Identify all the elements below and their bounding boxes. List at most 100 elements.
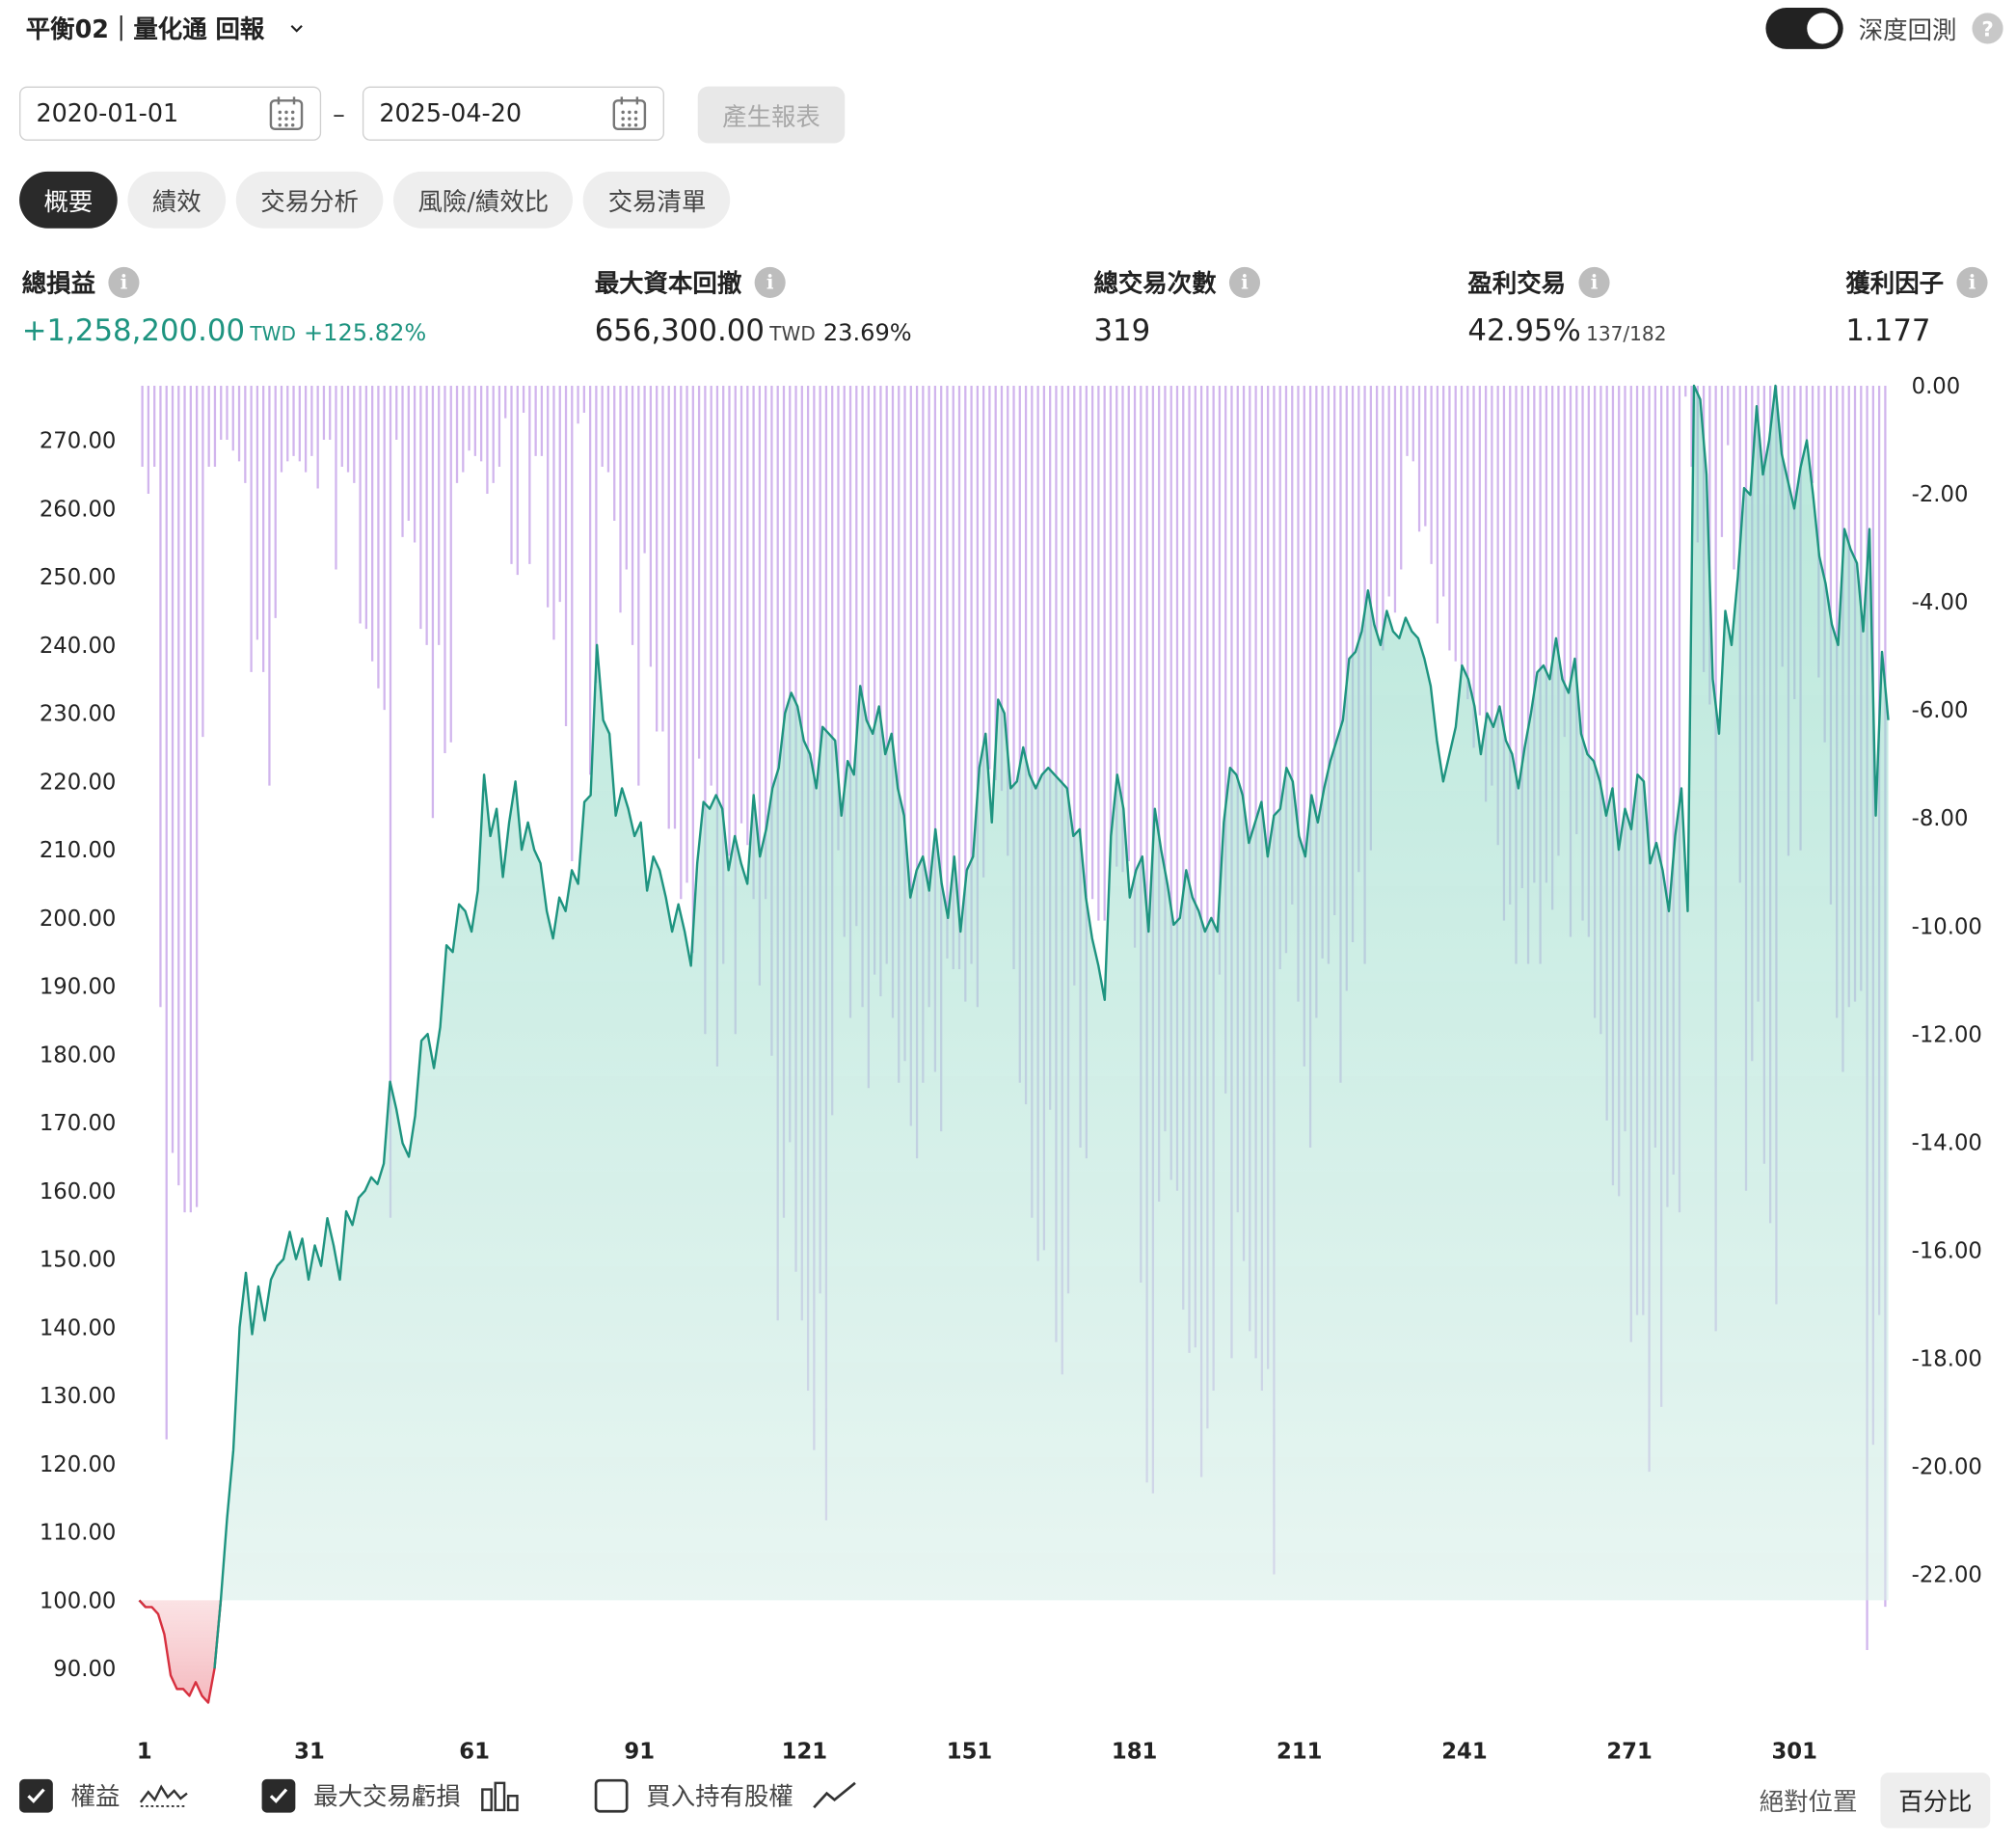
mode-percent[interactable]: 百分比 — [1880, 1773, 1991, 1828]
bar-chart-icon — [481, 1780, 519, 1811]
metric-detail: 137/182 — [1586, 322, 1667, 346]
end-date-value: 2025-04-20 — [379, 99, 523, 128]
calendar-icon[interactable] — [611, 95, 647, 131]
line-chart-icon — [813, 1781, 856, 1808]
tab-performance[interactable]: 績效 — [127, 171, 227, 229]
metric-total-pnl: 總損益 i +1,258,200.00 TWD +125.82% — [21, 264, 426, 349]
metric-value: 319 — [1093, 314, 1151, 349]
y-right-tick-label: -14.00 — [1912, 1130, 1982, 1155]
calendar-icon[interactable] — [268, 95, 304, 131]
date-separator: – — [333, 100, 345, 129]
display-mode-switch: 絕對位置 百分比 — [1760, 1773, 1991, 1828]
y-right-tick-label: 0.00 — [1912, 374, 1961, 399]
info-icon[interactable]: i — [754, 266, 786, 298]
metric-unit: TWD — [769, 322, 816, 346]
y-right-tick-label: -22.00 — [1912, 1563, 1982, 1588]
y-right-tick-label: -6.00 — [1912, 698, 1969, 723]
mode-absolute[interactable]: 絕對位置 — [1759, 1788, 1858, 1817]
x-tick-label: 121 — [782, 1739, 827, 1764]
metric-max-drawdown: 最大資本回撤 i 656,300.00 TWD 23.69% — [595, 264, 912, 348]
report-title[interactable]: 平衡02｜量化通 回報 — [26, 11, 304, 45]
checkbox-checked[interactable] — [19, 1778, 53, 1812]
y-right-tick-label: -16.00 — [1912, 1238, 1982, 1263]
x-tick-label: 31 — [294, 1739, 325, 1764]
tab-trade-analysis[interactable]: 交易分析 — [235, 171, 384, 229]
y-tick-label: 220.00 — [40, 770, 117, 795]
y-axis-left: 90.00 100.00 110.00 120.00 130.00 140.00 150.0… — [40, 429, 117, 1683]
equity-line-segment — [138, 1599, 223, 1704]
y-right-tick-label: -2.00 — [1912, 482, 1969, 507]
y-tick-label: 210.00 — [40, 838, 117, 863]
y-tick-label: 170.00 — [40, 1111, 117, 1136]
info-icon[interactable]: i — [108, 266, 140, 298]
y-right-tick-label: -18.00 — [1912, 1346, 1982, 1371]
y-tick-label: 230.00 — [40, 702, 117, 727]
x-tick-label: 241 — [1441, 1739, 1487, 1764]
info-icon[interactable]: i — [1956, 266, 1988, 298]
y-tick-label: 150.00 — [40, 1248, 117, 1273]
metric-label: 總交易次數 — [1093, 269, 1217, 299]
legend-label: 最大交易虧損 — [313, 1782, 461, 1812]
y-tick-label: 270.00 — [40, 429, 117, 454]
metric-profitable-trades: 盈利交易 i 42.95% 137/182 — [1467, 264, 1666, 348]
metric-label: 最大資本回撤 — [594, 269, 742, 299]
legend-equity[interactable]: 權益 — [19, 1777, 190, 1812]
metric-value: 1.177 — [1845, 314, 1931, 349]
start-date-value: 2020-01-01 — [36, 99, 179, 128]
metric-label: 獲利因子 — [1845, 269, 1945, 299]
legend-label: 買入持有股權 — [646, 1782, 793, 1812]
deep-backtest: 深度回測 ? — [1765, 8, 2003, 49]
x-tick-label: 151 — [947, 1739, 992, 1764]
metric-value: +1,258,200.00 — [21, 314, 246, 349]
start-date-field[interactable]: 2020-01-01 — [19, 86, 322, 141]
checkbox-unchecked[interactable] — [594, 1778, 629, 1812]
tab-overview[interactable]: 概要 — [19, 171, 118, 229]
y-tick-label: 200.00 — [40, 907, 117, 932]
generate-report-button[interactable]: 產生報表 — [697, 86, 846, 144]
legend-max-trade-loss[interactable]: 最大交易虧損 — [261, 1777, 523, 1812]
equity-area-negative — [139, 1600, 1889, 1703]
checkbox-checked[interactable] — [261, 1778, 296, 1812]
chart-legend: 權益 最大交易虧損 買入持有股權 — [19, 1777, 930, 1812]
x-tick-label: 91 — [624, 1739, 655, 1764]
metric-value: 42.95% — [1467, 314, 1581, 349]
y-right-tick-label: -10.00 — [1912, 914, 1982, 939]
report-title-text: 平衡02｜量化通 回報 — [25, 15, 265, 44]
info-icon[interactable]: i — [1578, 266, 1610, 298]
info-icon[interactable]: i — [1228, 266, 1261, 298]
equity-lines — [138, 384, 1890, 1704]
y-right-tick-label: -12.00 — [1912, 1022, 1982, 1047]
x-tick-label: 61 — [459, 1739, 490, 1764]
legend-buy-hold[interactable]: 買入持有股權 — [594, 1777, 858, 1812]
tab-trade-list[interactable]: 交易清單 — [583, 171, 731, 229]
x-tick-label: 211 — [1277, 1739, 1322, 1764]
equity-chart[interactable]: 90.00 100.00 110.00 120.00 130.00 140.00 150.0… — [0, 367, 2016, 1773]
y-right-tick-label: -4.00 — [1912, 590, 1969, 615]
y-tick-label: 160.00 — [40, 1179, 117, 1205]
metric-value: 656,300.00 — [594, 314, 765, 349]
equity-line-segment — [213, 384, 1890, 1669]
y-tick-label: 180.00 — [40, 1042, 117, 1068]
x-axis: 1 31 61 91 121 151 181 211 241 271 301 — [137, 1739, 1817, 1764]
x-tick-label: 181 — [1112, 1739, 1157, 1764]
y-tick-label: 140.00 — [40, 1315, 117, 1340]
metric-label: 盈利交易 — [1467, 269, 1567, 299]
metric-profit-factor: 獲利因子 i 1.177 — [1845, 264, 1988, 349]
x-tick-label: 271 — [1606, 1739, 1652, 1764]
y-tick-label: 90.00 — [53, 1657, 116, 1682]
y-tick-label: 100.00 — [40, 1588, 117, 1613]
help-icon[interactable]: ? — [1972, 13, 2003, 44]
chevron-down-icon — [290, 24, 303, 32]
tab-risk-ratios[interactable]: 風險/績效比 — [393, 171, 574, 229]
x-tick-label: 1 — [137, 1739, 152, 1764]
y-tick-label: 240.00 — [40, 634, 117, 659]
deep-backtest-toggle[interactable] — [1765, 8, 1843, 49]
y-tick-label: 110.00 — [40, 1521, 117, 1546]
equity-area-positive — [139, 386, 1889, 1601]
end-date-field[interactable]: 2025-04-20 — [362, 86, 664, 141]
metric-total-trades: 總交易次數 i 319 — [1093, 264, 1261, 349]
deep-backtest-label: 深度回測 — [1858, 15, 1957, 45]
y-tick-label: 250.00 — [40, 565, 117, 590]
x-tick-label: 301 — [1771, 1739, 1816, 1764]
equity-areas — [139, 386, 1889, 1703]
